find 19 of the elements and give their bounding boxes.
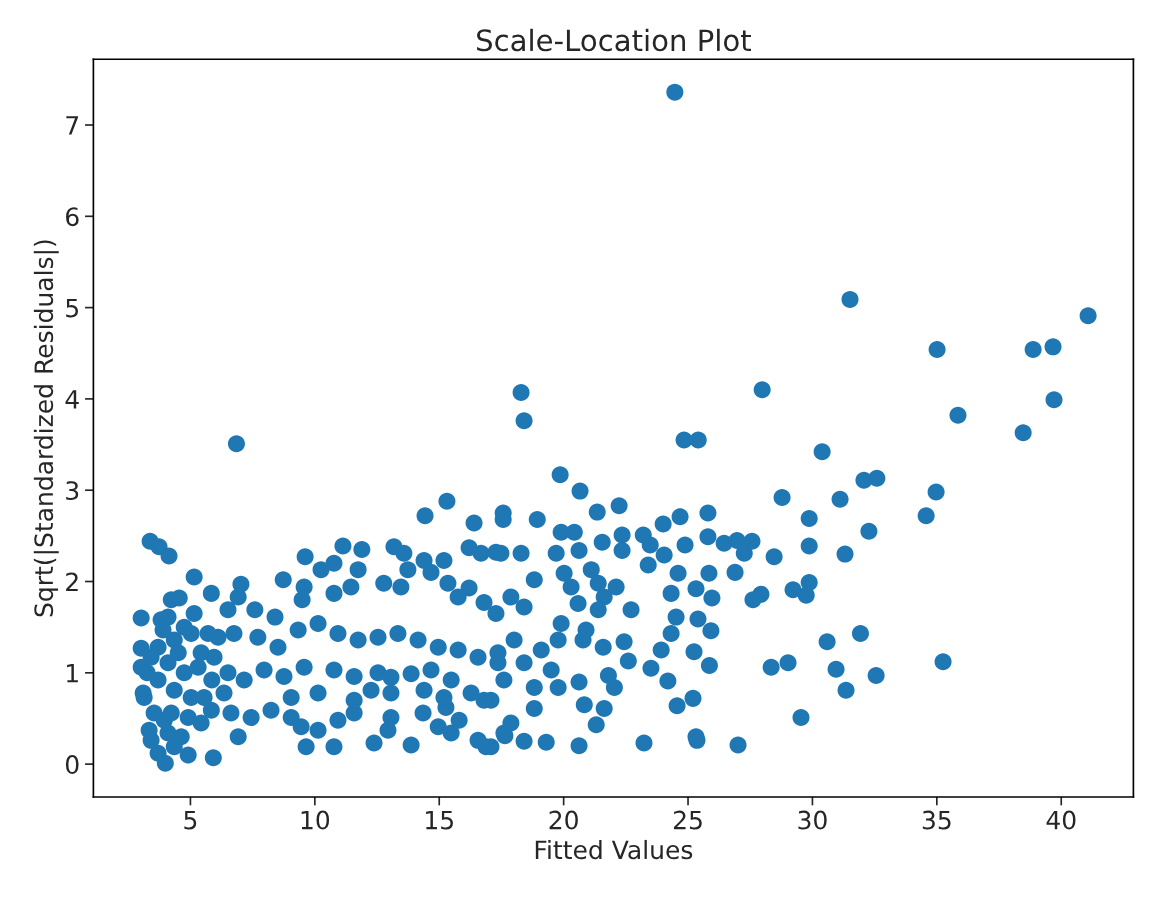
x-axis-title: Fitted Values: [535, 839, 693, 860]
y-tick-label: 6: [66, 207, 79, 227]
y-axis-title: Sqrt(|Standardized Residuals|): [33, 240, 59, 617]
y-tick-label: 4: [65, 390, 79, 409]
y-tick-label: 2: [66, 572, 78, 591]
chart-title: Scale-Location Plot: [477, 28, 751, 52]
y-tick-label: 3: [66, 481, 79, 501]
x-tick-label: 15: [426, 810, 453, 830]
y-tick-label: 1: [67, 664, 78, 683]
y-tick-label: 0: [65, 755, 79, 774]
x-tick-label: 10: [301, 810, 330, 830]
x-tick-label: 35: [922, 810, 951, 830]
y-tick-label: 5: [66, 298, 79, 318]
x-tick-label: 30: [798, 810, 827, 830]
x-tick-label: 25: [673, 810, 702, 830]
x-tick-label: 40: [1046, 810, 1076, 830]
x-tick-label: 20: [549, 810, 578, 830]
y-tick-label: 7: [66, 116, 79, 135]
x-tick-label: 5: [184, 810, 197, 830]
